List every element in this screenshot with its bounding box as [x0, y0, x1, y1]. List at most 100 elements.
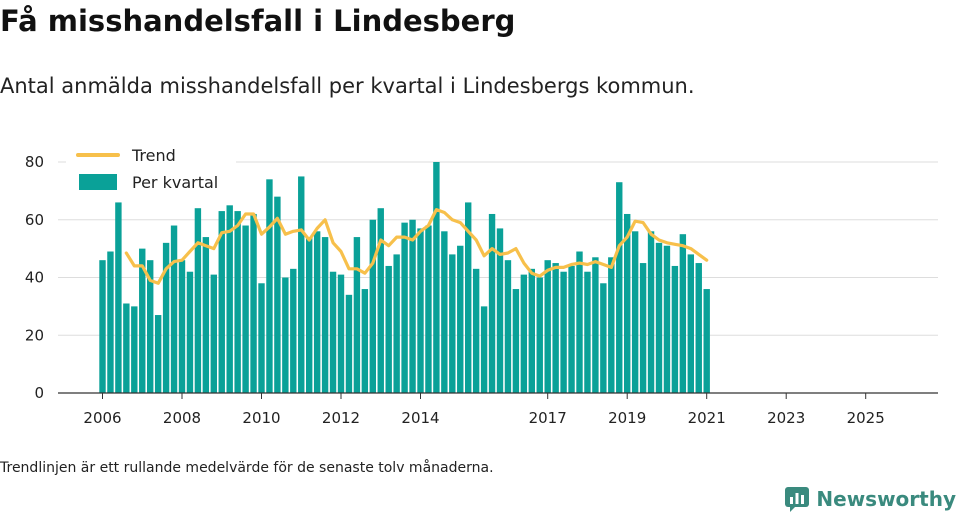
bar — [425, 225, 432, 393]
x-tick-label: 2008 — [163, 409, 201, 427]
page-title: Få misshandelsfall i Lindesberg — [0, 4, 516, 38]
bar — [472, 268, 480, 393]
axis-layer: 0 20 40 60 80 2006 2008 2010 2012 2014 2017 2019 202… — [25, 153, 938, 427]
bar — [266, 179, 273, 393]
bar — [170, 225, 178, 393]
bar — [624, 213, 631, 393]
bar — [409, 219, 416, 393]
legend-background — [66, 142, 236, 202]
y-tick-label: 40 — [25, 269, 44, 287]
y-tick-label: 20 — [25, 326, 44, 344]
bar — [512, 289, 520, 393]
bar — [385, 265, 392, 393]
bar — [592, 257, 599, 393]
bar — [226, 205, 233, 393]
bar — [488, 213, 496, 393]
bar — [401, 222, 408, 393]
bar — [202, 237, 210, 393]
bar — [496, 228, 504, 393]
bar — [584, 271, 591, 393]
bar — [600, 283, 607, 393]
bar — [162, 242, 170, 393]
x-tick-label: 2017 — [529, 409, 567, 427]
y-tick-label: 80 — [25, 153, 44, 171]
bar — [480, 306, 488, 393]
bar — [393, 254, 400, 393]
trend-line — [124, 208, 709, 285]
bar — [663, 245, 671, 393]
bar — [465, 202, 472, 393]
bar — [433, 162, 440, 393]
bar — [313, 231, 321, 393]
newsworthy-logo-icon — [785, 487, 810, 512]
x-tick-label: 2012 — [322, 409, 360, 427]
bar — [544, 260, 551, 393]
bar — [377, 208, 384, 393]
bar — [528, 268, 535, 393]
bar — [536, 277, 543, 393]
footnote: Trendlinjen är ett rullande medelvärde f… — [0, 460, 494, 476]
bar — [147, 260, 154, 393]
brand-name: Newsworthy — [816, 487, 956, 511]
bar — [186, 271, 194, 393]
bar — [321, 237, 329, 393]
bar — [441, 231, 448, 393]
bar — [616, 182, 623, 393]
x-tick-label: 2025 — [847, 409, 885, 427]
bar — [345, 294, 353, 393]
bar — [695, 263, 702, 393]
bar — [552, 263, 559, 393]
bar — [687, 254, 694, 393]
bar — [647, 231, 655, 393]
bar — [218, 211, 225, 393]
legend-trend-label: Trend — [131, 146, 176, 165]
bar — [457, 245, 464, 393]
bar — [107, 251, 114, 393]
bar — [234, 211, 241, 393]
bar-layer — [99, 162, 710, 393]
bar-chart: 0 20 40 60 80 2006 2008 2010 2012 2014 2017 2019 202… — [25, 142, 938, 427]
bar — [282, 277, 289, 393]
bar — [178, 260, 186, 393]
brand[interactable]: Newsworthy — [784, 486, 956, 512]
x-tick-label: 2010 — [242, 409, 280, 427]
bar — [337, 274, 345, 393]
line-layer — [124, 208, 709, 285]
bar — [210, 274, 217, 393]
bar — [655, 242, 663, 393]
bar — [576, 251, 583, 393]
legend-bar-swatch — [79, 174, 117, 190]
y-tick-label: 60 — [25, 211, 44, 229]
x-tick-label: 2023 — [767, 409, 805, 427]
bar — [123, 303, 130, 393]
bar — [139, 248, 146, 393]
x-tick-label: 2006 — [83, 409, 121, 427]
bar — [703, 289, 710, 393]
bar — [631, 231, 639, 393]
bar — [679, 234, 687, 393]
bar — [242, 225, 249, 393]
bar — [329, 271, 337, 393]
bar — [504, 260, 512, 393]
x-tick-label: 2021 — [688, 409, 726, 427]
bar — [306, 237, 313, 393]
bar — [608, 257, 615, 393]
x-tick-label: 2014 — [401, 409, 439, 427]
bar — [131, 306, 138, 393]
bar — [194, 208, 202, 393]
bar — [568, 265, 575, 393]
x-tick-label: 2019 — [608, 409, 646, 427]
bar — [274, 196, 281, 393]
bar — [639, 263, 647, 393]
bar — [115, 202, 122, 393]
bar — [298, 176, 305, 393]
bar — [250, 213, 257, 393]
bar — [290, 268, 297, 393]
bar — [369, 219, 376, 393]
bar — [449, 254, 456, 393]
legend-bar-label: Per kvartal — [132, 173, 218, 192]
bar — [99, 260, 106, 393]
bar — [353, 237, 361, 393]
y-tick-label: 0 — [34, 384, 44, 402]
legend: Trend Per kvartal — [66, 142, 236, 202]
